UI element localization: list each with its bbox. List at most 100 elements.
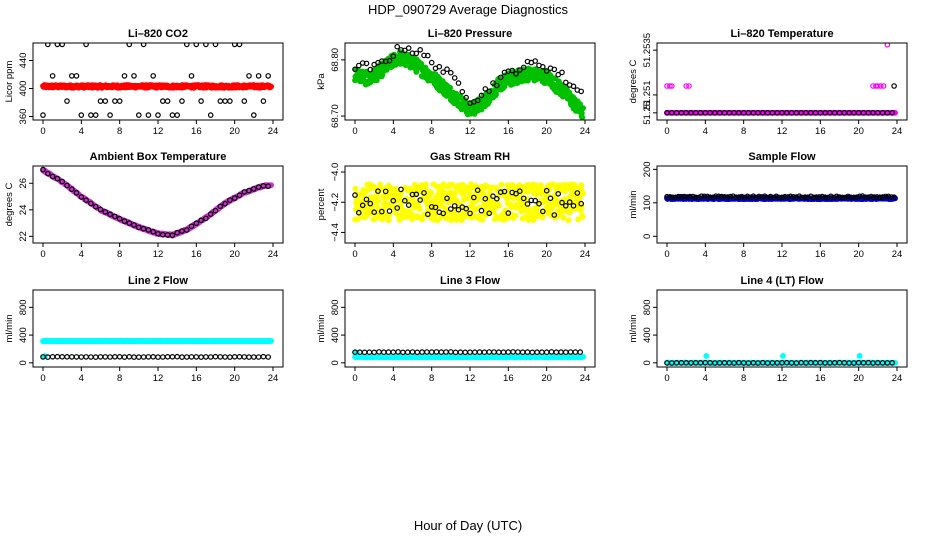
data-point [718,193,725,200]
data-point [140,354,147,360]
data-point [78,354,85,360]
panel-2-y-tick-label: 68.70 [330,104,341,128]
data-point [265,354,272,360]
data-point [877,83,884,89]
data-point [578,200,585,207]
data-point [424,211,431,218]
data-point [352,185,359,192]
panel-4-series-1 [40,167,274,239]
data-point [217,203,224,210]
data-point [78,194,85,200]
data-point [463,205,470,212]
data-point [440,69,447,76]
data-point [382,188,389,195]
data-point [519,349,526,356]
data-point [562,79,569,86]
panel-8-x-tick-label: 16 [503,373,514,384]
data-point [179,98,185,104]
data-point [150,73,157,79]
data-point [126,43,133,48]
data-point [222,200,228,207]
data-point [112,213,118,220]
data-point [512,212,519,219]
panel-2-x-tick-label: 24 [580,126,591,137]
data-point [447,349,454,355]
data-point [543,68,550,74]
data-point [112,353,118,360]
data-point [64,353,70,360]
data-point [474,97,481,104]
panel-8-x-tick-label: 20 [541,373,552,384]
data-point [417,197,424,203]
data-point [145,112,152,118]
data-point [97,206,104,213]
data-point [690,193,696,200]
panel-6-x-tick-label: 12 [777,249,788,260]
panel-9-series-3 [664,359,896,366]
panel-8-x-tick-label: 8 [429,373,434,384]
data-point [478,92,485,99]
panel-9-x-tick-label: 16 [815,373,826,384]
data-point [241,189,248,195]
panel-8-x-tick-label: 24 [580,373,591,384]
data-point [885,193,892,200]
data-point [555,191,562,197]
panel-4-x-tick-label: 0 [40,249,45,260]
data-point [549,204,556,210]
data-point [203,354,209,360]
panel-8-series-3 [352,349,584,356]
data-point [198,217,204,224]
data-point [447,189,454,195]
panel-8-title: Line 3 Flow [440,275,500,287]
data-point [405,45,412,51]
data-point [107,354,113,360]
panel-6-x-tick-label: 0 [664,249,669,260]
data-point [810,194,817,201]
panel-7-x-tick-label: 0 [40,373,45,384]
panel-4-y-tick-label: 22 [18,231,29,242]
data-point [761,193,768,200]
data-point [744,193,751,200]
data-point [796,193,803,200]
data-point [131,222,137,228]
data-point [551,66,558,73]
data-point [413,50,420,57]
data-point [83,43,89,48]
data-point [874,194,880,200]
panel-5-title: Gas Stream RH [430,151,510,163]
data-point [193,354,200,360]
data-point [88,200,94,207]
data-point [560,214,567,221]
data-point [491,349,497,355]
data-point [802,194,808,200]
panel-4-x-tick-label: 12 [153,249,164,260]
data-point [447,84,453,91]
data-point [92,354,99,360]
panel-5-x-tick-label: 16 [503,249,514,260]
panel-3-x-tick-label: 0 [664,126,669,137]
panel-6-x-tick-label: 24 [892,249,903,260]
data-point [736,194,742,200]
data-point [121,354,128,360]
data-point [764,194,771,201]
data-point [444,195,450,202]
data-point [471,349,478,356]
panel-1-x-tick-label: 16 [191,126,202,137]
panel-3-ylabel: degrees C [628,59,639,103]
data-point [715,193,722,200]
data-point [64,182,70,189]
data-point [73,73,80,79]
panel-5-y-tick-label: −4.4 [330,223,341,242]
data-point [428,189,435,196]
data-point [474,187,481,194]
panel-6-ylabel: ml/min [628,191,639,219]
data-point [231,195,238,201]
panel-9-ylabel: ml/min [628,315,639,343]
data-point [393,185,399,192]
panel-1-x-tick-label: 0 [40,126,45,137]
data-point [97,98,104,104]
data-point [874,83,881,89]
panel-1-x-tick-label: 20 [229,126,240,137]
panel-4-ylabel: degrees C [4,182,15,226]
panel-7-y-tick-label: 400 [18,327,29,343]
